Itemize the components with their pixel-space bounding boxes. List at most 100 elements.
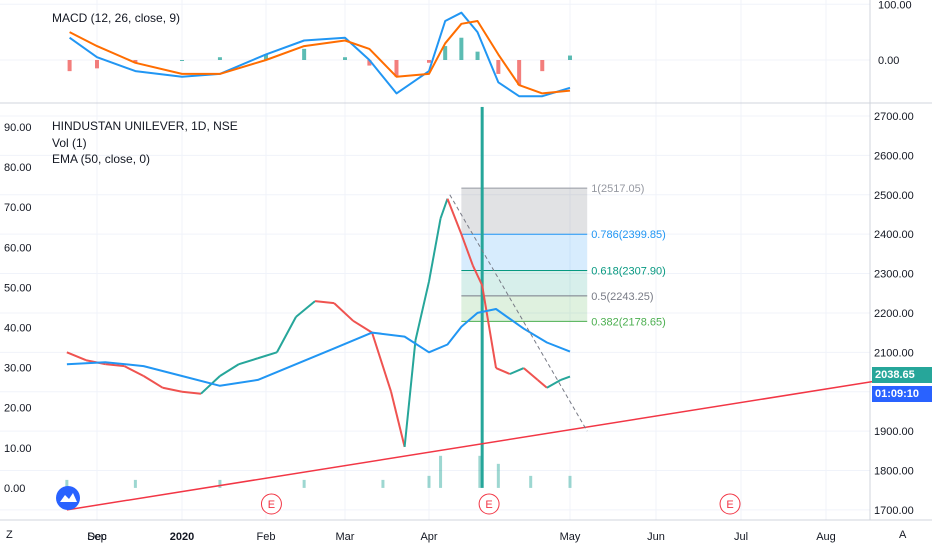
macd-histogram-bar	[568, 55, 572, 60]
macd-histogram-bar	[427, 60, 431, 63]
downtrend-line	[449, 194, 588, 432]
support-trendline	[66, 371, 932, 511]
volume-axis-tick-label: 50.00	[4, 282, 32, 294]
volume-axis-tick-label: 90.00	[4, 122, 32, 134]
price-axis-tick-label: 1700.00	[874, 505, 914, 517]
price-series	[66, 198, 571, 448]
volume-bar	[568, 475, 572, 488]
price-line-segment	[523, 367, 539, 381]
earnings-marker-circle	[719, 493, 741, 515]
volume-bars	[65, 106, 572, 488]
volume-axis-tick-label: 0.00	[4, 483, 25, 495]
last-price-tag: 2038.65	[872, 367, 932, 383]
time-axis-tick-label: Jun	[647, 531, 665, 543]
macd-histogram-bar	[343, 57, 347, 60]
time-axis-tick-label: Aug	[816, 531, 836, 543]
fib-zone	[461, 188, 588, 235]
price-line-segment	[295, 300, 316, 318]
macd-histogram-bar	[180, 60, 184, 61]
macd-histogram-bar	[517, 60, 522, 86]
macd-histogram-bar	[475, 51, 480, 60]
macd-histogram-bar	[67, 60, 72, 72]
zoom-button[interactable]: Z	[6, 529, 13, 541]
time-axis-tick-label: Jul	[734, 531, 748, 543]
auto-scale-button[interactable]: A	[899, 529, 907, 541]
price-line-segment	[414, 281, 430, 341]
fib-level-label: 0.382(2178.65)	[591, 316, 666, 328]
price-line-segment	[546, 379, 562, 389]
price-line-segment	[276, 316, 297, 353]
time-axis-tick-label: Mar	[336, 531, 355, 543]
price-line-segment	[352, 319, 373, 334]
time-axis-tick-label: 2020	[170, 531, 194, 543]
price-line-segment	[66, 351, 87, 362]
volume-bar	[65, 479, 69, 488]
price-axis-tick-label: 2300.00	[874, 269, 914, 281]
ema-line	[66, 308, 571, 387]
price-axis-tick-label: 2500.00	[874, 190, 914, 202]
fib-level-label: 0.5(2243.25)	[591, 291, 653, 303]
indicator-lines	[66, 11, 932, 511]
time-axis-tick-label: May	[560, 531, 581, 543]
volume-bar	[218, 479, 222, 488]
fib-zone	[461, 295, 588, 322]
ema-legend[interactable]: EMA (50, close, 0)	[52, 152, 151, 166]
price-axis-tick-label: 1800.00	[874, 466, 914, 478]
macd-histogram-bar	[264, 54, 268, 60]
countdown-tag: 01:09:10	[872, 386, 932, 402]
price-line-segment	[238, 357, 259, 366]
price-axis-tick-label: 2100.00	[874, 347, 914, 359]
price-line-segment	[371, 332, 393, 393]
fib-level-label: 1(2517.05)	[591, 183, 644, 195]
macd-histogram-bar	[394, 60, 399, 77]
price-line-segment	[536, 379, 548, 389]
price-line-segment	[314, 300, 335, 305]
volume-bar	[529, 475, 533, 488]
volume-bar	[381, 479, 385, 488]
price-line-segment	[439, 198, 449, 219]
price-line-segment	[181, 390, 202, 395]
macd-histogram	[67, 37, 572, 86]
chart-logo[interactable]	[56, 486, 80, 510]
price-line-segment	[428, 218, 442, 282]
price-line-segment	[333, 302, 354, 322]
price-line-segment	[495, 367, 511, 375]
macd-histogram-bar	[133, 60, 138, 63]
volume-bar	[478, 455, 482, 488]
price-line-segment	[162, 386, 183, 393]
vol-legend[interactable]: Vol (1)	[52, 136, 87, 150]
volume-bar	[302, 479, 306, 488]
price-line-segment	[446, 198, 463, 235]
volume-bar	[439, 455, 443, 488]
volume-bar	[427, 475, 431, 488]
macd-legend[interactable]: MACD (12, 26, close, 9)	[52, 11, 181, 25]
volume-axis-tick-label: 60.00	[4, 242, 32, 254]
price-line-segment	[123, 365, 145, 377]
earnings-marker-label: E	[726, 499, 733, 511]
fib-level-label: 0.618(2307.90)	[591, 265, 666, 277]
volume-bar	[133, 479, 137, 488]
fib-zone	[461, 234, 588, 271]
macd-line	[69, 11, 571, 98]
time-axis-tick-label: Dec	[87, 531, 107, 543]
price-line-segment	[200, 375, 221, 395]
macd-histogram-bar	[217, 57, 222, 60]
main-legend-title[interactable]: HINDUSTAN UNILEVER, 1D, NSE	[52, 119, 238, 133]
price-line-segment	[509, 367, 525, 375]
macd-histogram-bar	[496, 60, 501, 74]
earnings-marker-label: E	[485, 499, 492, 511]
price-axis-tick-label: 1900.00	[874, 426, 914, 438]
price-line-segment	[257, 351, 278, 360]
volume-axis-tick-label: 10.00	[4, 443, 32, 455]
volume-axis-tick-label: 20.00	[4, 403, 32, 415]
macd-signal-line	[69, 20, 571, 95]
price-line-segment	[460, 233, 474, 267]
volume-bar	[480, 106, 484, 488]
price-line-segment	[560, 375, 571, 381]
fib-level-label: 0.786(2399.85)	[591, 229, 666, 241]
macd-histogram-bar	[540, 60, 545, 72]
time-axis-tick-label: Apr	[420, 531, 437, 543]
price-line-segment	[390, 391, 406, 448]
volume-axis-tick-label: 80.00	[4, 162, 32, 174]
